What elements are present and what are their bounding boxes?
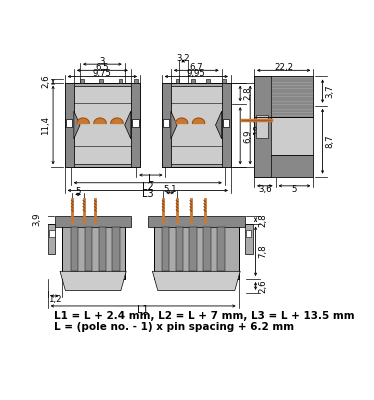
Bar [74,86,131,164]
Text: 2,8: 2,8 [259,213,268,226]
Text: 5: 5 [292,185,297,194]
Bar [254,76,271,176]
Bar [99,79,103,84]
Text: L3: L3 [142,189,154,199]
Bar [71,227,79,271]
Bar [222,79,226,84]
Text: L: L [148,174,154,184]
Text: 5: 5 [75,187,81,196]
Text: 8,7: 8,7 [326,134,335,148]
Text: L1: L1 [137,305,149,315]
Bar [66,119,72,126]
Bar [65,83,74,167]
Bar [217,227,225,271]
Text: 3,2: 3,2 [177,54,190,62]
Text: 9,75: 9,75 [93,69,112,78]
Bar [222,83,231,167]
Bar [254,76,313,176]
Text: 18,3: 18,3 [253,116,262,134]
Bar [171,86,222,164]
Polygon shape [215,111,222,139]
Bar [80,79,84,84]
Text: 22,2: 22,2 [274,63,293,72]
Bar [191,79,195,84]
Polygon shape [152,271,240,290]
Bar [119,79,122,84]
Bar [162,83,171,167]
Text: 9,95: 9,95 [187,69,206,78]
Polygon shape [175,118,188,124]
Bar [271,76,313,117]
Bar [131,83,140,167]
Bar [245,224,252,254]
Text: L2: L2 [142,182,154,192]
Text: 3,6: 3,6 [258,185,272,194]
Bar [98,227,106,271]
Bar [175,79,180,84]
Text: 3,9: 3,9 [33,213,42,226]
Bar [65,83,140,167]
Bar [255,115,268,138]
Bar [162,227,169,271]
Bar [203,227,211,271]
Text: 2,6: 2,6 [41,74,50,88]
Text: 3,7: 3,7 [326,84,335,98]
Bar [62,224,125,279]
Bar [163,119,169,126]
Text: 3: 3 [99,56,105,66]
Polygon shape [111,118,123,124]
Bar [55,216,131,227]
Bar [48,224,55,254]
Bar [206,79,210,84]
Bar [246,230,251,238]
Polygon shape [77,118,89,124]
Bar [154,224,239,279]
Text: L1 = L + 2.4 mm, L2 = L + 7 mm, L3 = L + 13.5 mm: L1 = L + 2.4 mm, L2 = L + 7 mm, L3 = L +… [54,311,355,321]
Text: 5,1: 5,1 [163,185,177,194]
Bar [271,117,313,176]
Bar [271,155,313,176]
Bar [223,119,229,126]
Text: L = (pole no. - 1) x pin spacing + 6.2 mm: L = (pole no. - 1) x pin spacing + 6.2 m… [54,322,294,332]
Text: 7,8: 7,8 [259,244,268,258]
Bar [189,227,197,271]
Bar [175,227,183,271]
Polygon shape [125,111,131,139]
Polygon shape [74,111,80,139]
Polygon shape [94,118,106,124]
Bar [162,83,231,167]
Text: 2,6: 2,6 [259,279,268,293]
Text: 2,8: 2,8 [243,87,252,100]
Text: 11,4: 11,4 [41,116,50,134]
Bar [148,216,245,227]
Text: 6,9: 6,9 [243,129,252,142]
Polygon shape [193,118,205,124]
Text: 1,2: 1,2 [48,295,61,304]
Polygon shape [171,111,177,139]
Bar [85,227,92,271]
Text: 6,7: 6,7 [190,63,203,72]
Bar [134,79,138,84]
Text: 6,5: 6,5 [95,63,109,72]
Bar [112,227,120,271]
Polygon shape [60,271,126,290]
Bar [132,119,138,126]
Bar [49,230,55,238]
